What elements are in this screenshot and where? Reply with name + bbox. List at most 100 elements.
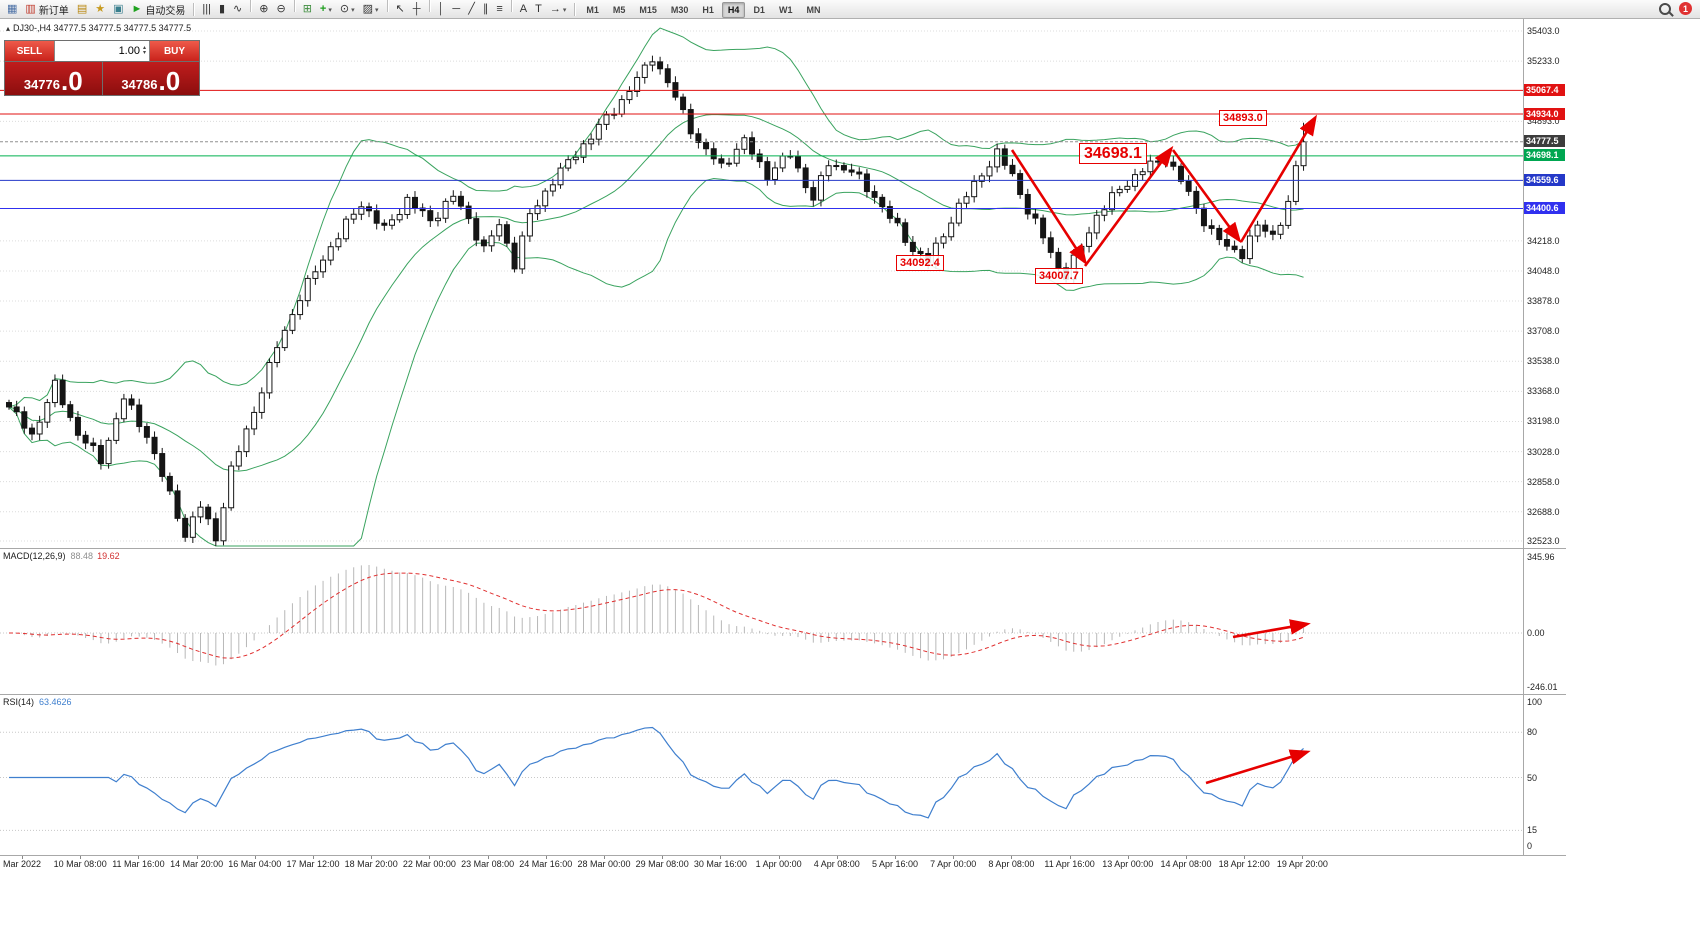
time-axis-separator xyxy=(0,855,1566,856)
price-tick-label[interactable]: 34218.0 xyxy=(1527,235,1560,246)
annotation-price-label[interactable]: 34698.1 xyxy=(1079,143,1147,164)
trendline-button[interactable]: ╱ xyxy=(465,1,478,19)
new-order-button[interactable]: ▥ 新订单 xyxy=(22,0,71,18)
channel-icon: ∥ xyxy=(482,3,489,16)
templates-button[interactable]: ▨ ▾ xyxy=(360,1,382,19)
price-tick-label[interactable]: 33878.0 xyxy=(1527,296,1560,307)
indicators-icon: + xyxy=(319,3,327,16)
sell-price-display[interactable]: 34776.0 xyxy=(5,62,103,95)
buy-button[interactable]: BUY xyxy=(150,41,199,61)
zoom-in-button[interactable]: ⊕ xyxy=(256,1,271,19)
price-tick-label[interactable]: 35233.0 xyxy=(1527,56,1560,67)
ask-big-digit: .0 xyxy=(158,66,181,96)
price-tick-label[interactable]: 32688.0 xyxy=(1527,506,1560,517)
time-tick xyxy=(545,856,547,859)
vertical-line-button[interactable]: │ xyxy=(435,1,448,19)
price-tick-label[interactable]: 34893.0 xyxy=(1527,116,1560,127)
time-tick xyxy=(429,856,431,859)
timeframe-w1-button[interactable]: W1 xyxy=(778,5,793,15)
time-label: 5 Apr 16:00 xyxy=(871,859,919,869)
macd-scale-label[interactable]: 0.00 xyxy=(1527,628,1545,638)
terminal-button[interactable]: ▣ xyxy=(110,1,126,19)
volume-up-button[interactable]: ▴ xyxy=(142,45,146,51)
rsi-scale-label[interactable]: 15 xyxy=(1527,825,1538,836)
text-label-button[interactable]: T xyxy=(532,1,545,19)
new-chart-button[interactable]: ▦ xyxy=(4,0,20,18)
autotrading-button[interactable]: ► 自动交易 xyxy=(129,0,189,18)
macd-label: MACD(12,26,9) xyxy=(3,551,66,561)
bar-chart-button[interactable]: ||| xyxy=(199,1,214,19)
search-icon[interactable] xyxy=(1659,2,1671,15)
time-tick xyxy=(1244,856,1246,859)
price-tick-label[interactable]: 33708.0 xyxy=(1527,326,1560,337)
annotation-price-label[interactable]: 34092.4 xyxy=(896,255,944,271)
price-tick-label[interactable]: 32858.0 xyxy=(1527,476,1560,487)
periods-button[interactable]: ⊙ ▾ xyxy=(337,1,358,19)
price-tick-label[interactable]: 35403.0 xyxy=(1527,26,1560,36)
text-label-icon: T xyxy=(535,3,542,16)
rsi-scale-label[interactable]: 100 xyxy=(1527,697,1543,707)
timeframe-m5-button[interactable]: M5 xyxy=(612,5,626,15)
rsi-label: RSI(14) xyxy=(3,697,35,707)
timeframe-m30-button[interactable]: M30 xyxy=(670,5,689,15)
annotation-price-label[interactable]: 34007.7 xyxy=(1035,268,1083,284)
timeframe-m15-button[interactable]: M15 xyxy=(639,5,657,15)
timeframe-mn-button[interactable]: MN xyxy=(806,5,821,15)
price-tick-label[interactable]: 33028.0 xyxy=(1527,446,1560,457)
macd-scale-label[interactable]: 345.96 xyxy=(1527,552,1555,562)
timeframe-h4-button[interactable]: H4 xyxy=(721,2,746,18)
toolbar-right-group: 1 xyxy=(1659,2,1692,15)
timeframe-h1-button[interactable]: H1 xyxy=(702,5,714,15)
tile-windows-button[interactable]: ⊞ xyxy=(300,1,315,19)
line-chart-button[interactable]: ∿ xyxy=(230,1,245,19)
navigator-button[interactable]: ★ xyxy=(92,1,108,19)
text-button[interactable]: A xyxy=(517,1,530,19)
rsi-scale-label[interactable]: 80 xyxy=(1527,727,1538,738)
cursor-button[interactable]: ↖ xyxy=(393,1,408,19)
buy-price-display[interactable]: 34786.0 xyxy=(102,62,199,96)
price-axis-border xyxy=(1523,19,1524,855)
price-tick-label[interactable]: 33198.0 xyxy=(1527,416,1560,427)
horizontal-line-button[interactable]: ─ xyxy=(449,1,463,19)
time-axis[interactable]: Mar 2022 10 Mar 08:00 11 Mar 16:00 14 Mar 2… xyxy=(0,856,1566,872)
time-label: 7 Apr 00:00 xyxy=(930,859,977,869)
arrows-button[interactable]: → ▾ xyxy=(547,1,570,19)
annotation-price-label[interactable]: 34893.0 xyxy=(1219,110,1267,126)
price-tick-label[interactable]: 34048.0 xyxy=(1527,265,1560,276)
fibonacci-icon: ≡ xyxy=(496,3,503,16)
rsi-scale-label[interactable]: 0 xyxy=(1527,841,1533,851)
chart-plot[interactable] xyxy=(0,0,1566,941)
volume-down-button[interactable]: ▾ xyxy=(142,50,146,56)
volume-input[interactable]: 1.00 ▴ ▾ xyxy=(54,41,150,61)
macd-panel-separator[interactable] xyxy=(0,548,1566,549)
rsi-panel-separator[interactable] xyxy=(0,694,1566,695)
price-tick-label[interactable]: 33368.0 xyxy=(1527,386,1560,397)
price-tick-label[interactable]: 32523.0 xyxy=(1527,536,1560,546)
ask-main: 34786 xyxy=(121,77,158,92)
time-label: Mar 2022 xyxy=(2,859,42,869)
annotation-arrows-layer[interactable] xyxy=(1010,114,1317,785)
symbol-ohlc-text: DJ30-,H4 34777.5 34777.5 34777.5 34777.5 xyxy=(13,23,192,33)
time-tick xyxy=(80,856,82,859)
indicators-button[interactable]: + ▾ xyxy=(317,1,335,19)
zoom-out-button[interactable]: ⊖ xyxy=(273,1,288,19)
fibonacci-button[interactable]: ≡ xyxy=(493,1,505,19)
horizontal-levels-layer[interactable] xyxy=(0,89,1523,210)
notification-badge[interactable]: 1 xyxy=(1679,2,1692,15)
crosshair-button[interactable]: ┼ xyxy=(410,1,424,19)
timeframe-m1-button[interactable]: M1 xyxy=(586,5,599,15)
toolbar-separator xyxy=(193,2,195,16)
time-tick xyxy=(1011,856,1013,859)
price-tick-label[interactable]: 33538.0 xyxy=(1527,356,1560,367)
candlestick-chart-button[interactable]: ▮ xyxy=(216,1,228,19)
market-watch-button[interactable]: ▤ xyxy=(74,1,90,19)
toolbar-separator xyxy=(386,0,388,13)
rsi-scale-label[interactable]: 50 xyxy=(1527,772,1538,783)
bar-chart-icon: ||| xyxy=(202,3,211,16)
sell-button[interactable]: SELL xyxy=(5,41,54,61)
timeframe-d1-button[interactable]: D1 xyxy=(753,5,765,15)
collapse-icon[interactable]: ▴ xyxy=(6,24,11,33)
channel-button[interactable]: ∥ xyxy=(480,1,492,19)
dropdown-caret-icon: ▾ xyxy=(375,6,379,14)
macd-scale-label[interactable]: -246.01 xyxy=(1527,682,1558,693)
